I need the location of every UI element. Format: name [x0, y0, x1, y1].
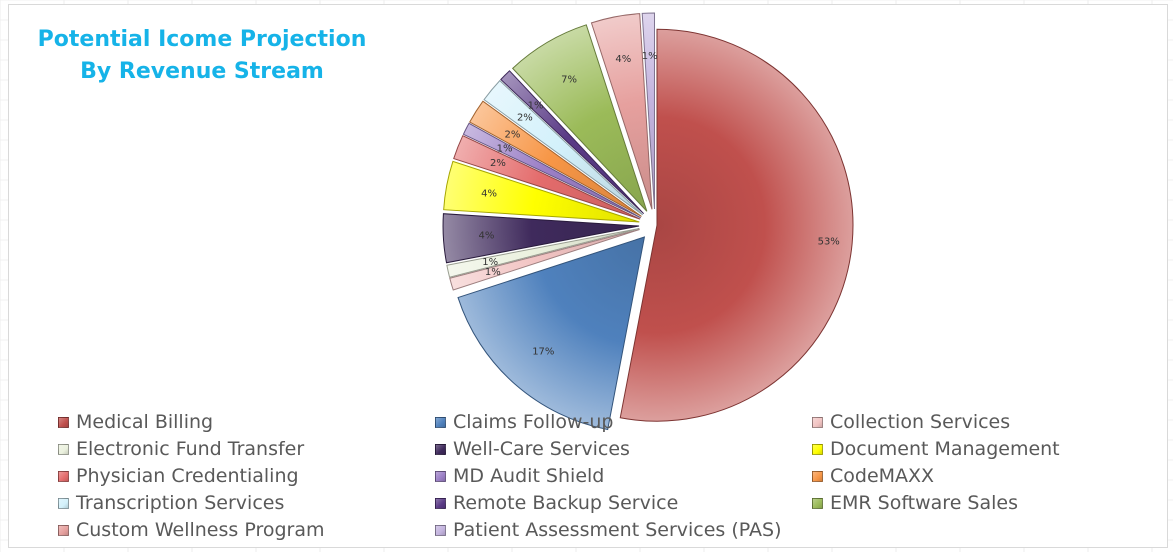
- legend-label-document-management: Document Management: [830, 438, 1060, 460]
- legend-label-emr-software-sales: EMR Software Sales: [830, 492, 1019, 514]
- pie-slice-custom-wellness-program[interactable]: [590, 13, 653, 210]
- pie-slice-emr-software-sales[interactable]: [511, 24, 648, 212]
- legend-swatch-claims-follow-up: [435, 416, 446, 428]
- legend-entry-collection-services[interactable]: Collection Services: [812, 409, 1010, 435]
- legend-entry-well-care-services[interactable]: Well-Care Services: [435, 436, 630, 462]
- legend-swatch-patient-assessment-services-pas: [435, 524, 446, 536]
- data-label-remote-backup-service: 1%: [528, 101, 544, 112]
- legend-swatch-medical-billing: [58, 416, 69, 428]
- chart-title-line-2: By Revenue Stream: [80, 59, 324, 84]
- chart-title-line-1: Potential Icome Projection: [37, 27, 367, 52]
- data-label-well-care-services: 4%: [479, 231, 495, 242]
- legend-label-transcription-services: Transcription Services: [76, 492, 285, 514]
- data-label-codemaxx: 2%: [504, 130, 520, 141]
- data-label-claims-follow-up: 17%: [532, 347, 554, 358]
- legend-swatch-codemaxx: [812, 470, 823, 482]
- legend-swatch-emr-software-sales: [812, 497, 823, 509]
- data-label-patient-assessment-services-pas: 1%: [642, 51, 658, 62]
- pie-data-labels: 53%17%1%1%4%4%2%1%2%2%1%7%4% 1%: [479, 51, 840, 357]
- legend-label-codemaxx: CodeMAXX: [830, 465, 935, 487]
- data-label-physician-credentialing: 2%: [490, 158, 506, 169]
- pie-slice-remote-backup-service[interactable]: [500, 70, 645, 215]
- legend-label-well-care-services: Well-Care Services: [453, 438, 630, 460]
- data-label-emr-software-sales: 7%: [561, 75, 577, 86]
- legend-entry-physician-credentialing[interactable]: Physician Credentialing: [58, 463, 299, 489]
- legend-entry-remote-backup-service[interactable]: Remote Backup Service: [435, 490, 678, 516]
- legend-swatch-document-management: [812, 443, 823, 455]
- legend-entry-emr-software-sales[interactable]: EMR Software Sales: [812, 490, 1018, 516]
- data-label-collection-services: 1%: [485, 267, 501, 278]
- data-label-custom-wellness-program: 4%: [615, 54, 631, 65]
- legend-swatch-custom-wellness-program: [58, 524, 69, 536]
- legend-entry-transcription-services[interactable]: Transcription Services: [58, 490, 284, 516]
- legend-entry-custom-wellness-program[interactable]: Custom Wellness Program: [58, 517, 324, 543]
- legend-swatch-electronic-fund-transfer: [58, 443, 69, 455]
- legend-label-electronic-fund-transfer: Electronic Fund Transfer: [76, 438, 305, 460]
- legend-swatch-physician-credentialing: [58, 470, 69, 482]
- pie-slice-well-care-services[interactable]: [442, 213, 640, 264]
- legend-entry-md-audit-shield[interactable]: MD Audit Shield: [435, 463, 604, 489]
- data-label-medical-billing: 53%: [818, 236, 840, 247]
- legend-label-claims-follow-up: Claims Follow-up: [453, 411, 614, 433]
- legend-label-collection-services: Collection Services: [830, 411, 1011, 433]
- pie-slice-collection-services[interactable]: [449, 228, 640, 291]
- pie-slice-transcription-services[interactable]: [483, 79, 644, 216]
- chart-title: Potential Icome Projection By Revenue St…: [22, 24, 382, 88]
- pie-slice-claims-follow-up[interactable]: [457, 236, 646, 431]
- data-label-transcription-services: 2%: [517, 112, 533, 123]
- legend-label-patient-assessment-services-pas: Patient Assessment Services (PAS): [453, 519, 782, 541]
- pie-slice-codemaxx[interactable]: [469, 100, 642, 217]
- legend-entry-codemaxx[interactable]: CodeMAXX: [812, 463, 934, 489]
- legend-swatch-well-care-services: [435, 443, 446, 455]
- data-label-electronic-fund-transfer: 1%: [482, 257, 498, 268]
- legend-label-md-audit-shield: MD Audit Shield: [453, 465, 605, 487]
- pie-slice-patient-assessment-services-pas[interactable]: [641, 12, 655, 210]
- pie-slice-electronic-fund-transfer[interactable]: [446, 227, 640, 278]
- pie-slice-medical-billing[interactable]: [619, 28, 854, 422]
- legend-swatch-collection-services: [812, 416, 823, 428]
- legend-swatch-remote-backup-service: [435, 497, 446, 509]
- legend-entry-patient-assessment-services-pas[interactable]: Patient Assessment Services (PAS): [435, 517, 782, 543]
- pie-slice-document-management[interactable]: [443, 160, 640, 223]
- pie-slices: [442, 12, 854, 431]
- pie-slice-md-audit-shield[interactable]: [462, 122, 641, 219]
- legend-swatch-md-audit-shield: [435, 470, 446, 482]
- legend-entry-medical-billing[interactable]: Medical Billing: [58, 409, 213, 435]
- legend-swatch-transcription-services: [58, 497, 69, 509]
- pie-slice-physician-credentialing[interactable]: [453, 134, 641, 220]
- legend-entry-document-management[interactable]: Document Management: [812, 436, 1060, 462]
- legend-label-medical-billing: Medical Billing: [76, 411, 214, 433]
- data-label-document-management: 4%: [481, 188, 497, 199]
- legend-label-custom-wellness-program: Custom Wellness Program: [76, 519, 325, 541]
- legend-entry-electronic-fund-transfer[interactable]: Electronic Fund Transfer: [58, 436, 304, 462]
- legend-label-remote-backup-service: Remote Backup Service: [453, 492, 679, 514]
- legend-entry-claims-follow-up[interactable]: Claims Follow-up: [435, 409, 613, 435]
- data-label-md-audit-shield: 1%: [497, 143, 513, 154]
- legend-label-physician-credentialing: Physician Credentialing: [76, 465, 299, 487]
